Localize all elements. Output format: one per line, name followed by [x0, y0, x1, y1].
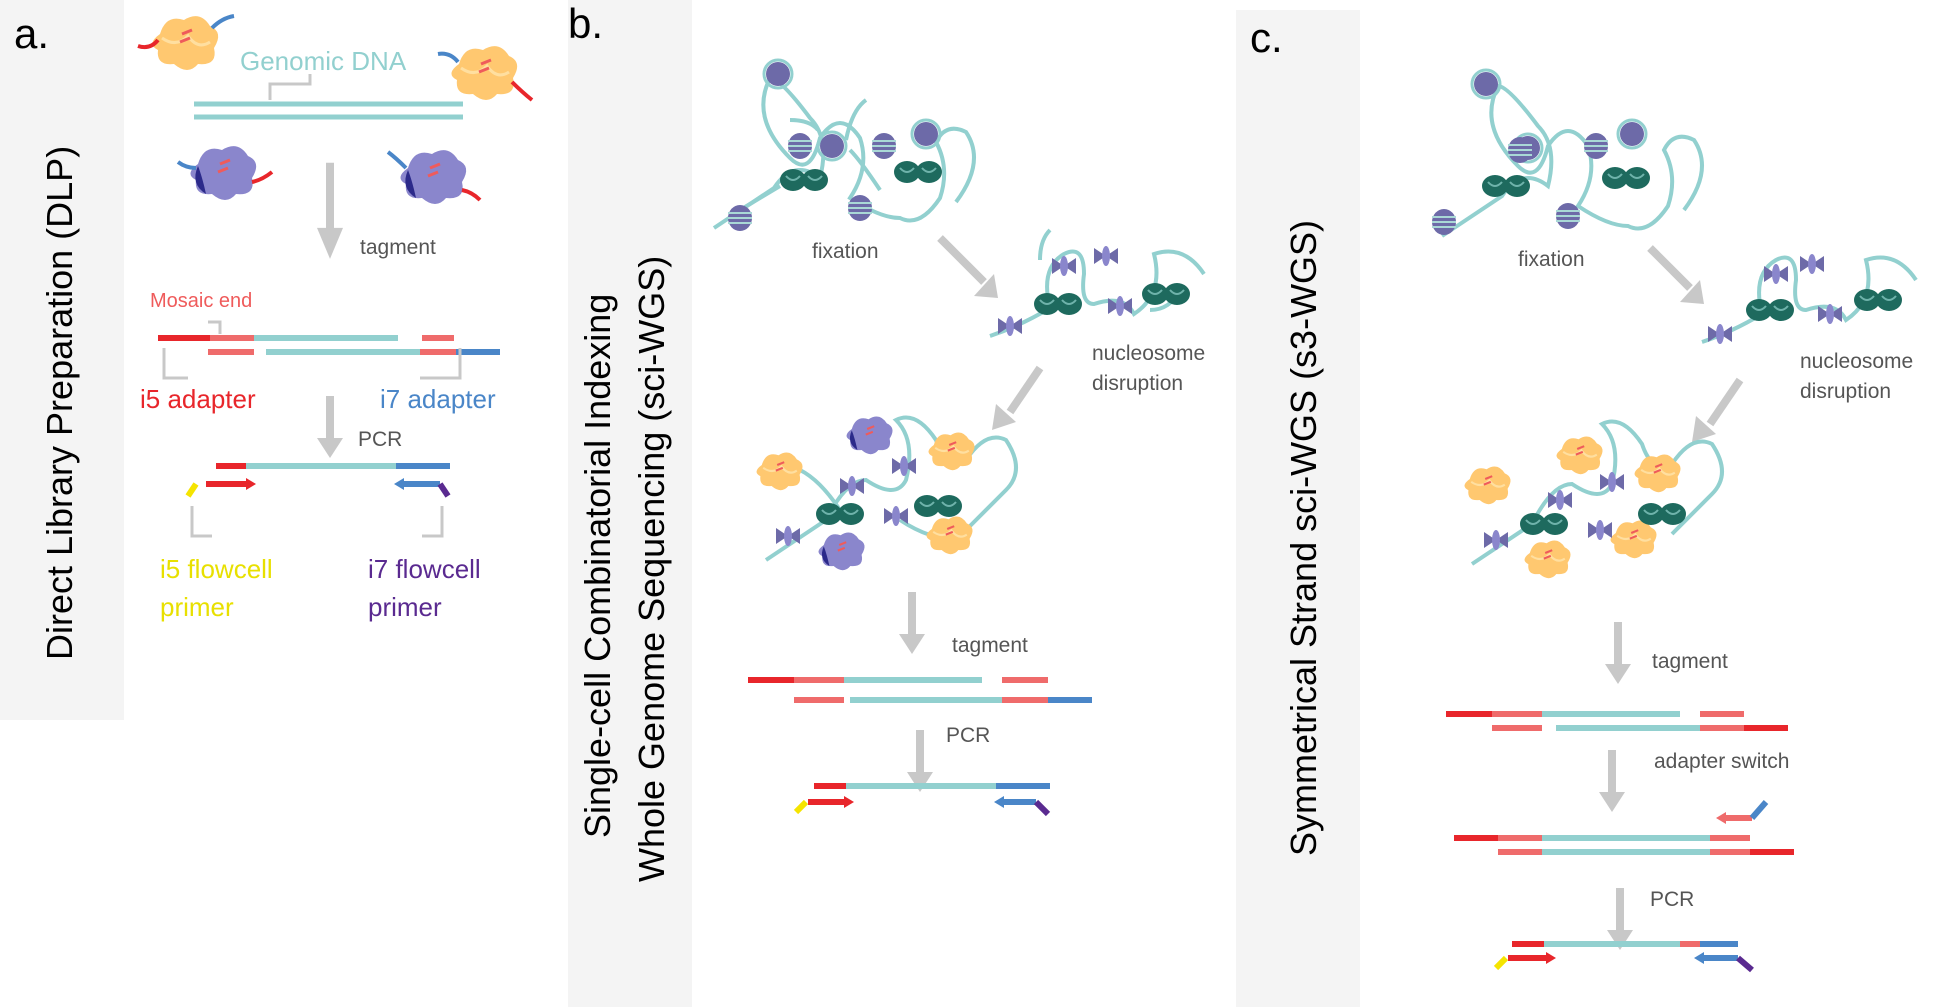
panel-c-adapter-switch-label: adapter switch	[1654, 750, 1790, 773]
panel-c-letter: c.	[1250, 14, 1283, 61]
panel-b-tagment-label: tagment	[952, 634, 1028, 657]
i5-flowcell-primer-label-2: primer	[160, 592, 234, 622]
panel-b-fixation-label: fixation	[812, 240, 879, 263]
i7-flowcell-primer-label-1: i7 flowcell	[368, 554, 481, 584]
panel-c-nucleosome-label-1: nucleosome	[1800, 350, 1914, 373]
panel-c-graphics	[1431, 68, 1918, 973]
panel-b-nucleosome-label-1: nucleosome	[1092, 342, 1206, 365]
panel-c-fixation-label: fixation	[1518, 248, 1585, 271]
panel-a-letter: a.	[14, 10, 50, 57]
panel-b-graphics	[712, 58, 1206, 817]
panel-b-letter: b.	[568, 0, 604, 47]
panel-c-nucleosome-label-2: disruption	[1800, 380, 1892, 403]
mosaic-end-label: Mosaic end	[150, 290, 253, 312]
i5-adapter-label: i5 adapter	[140, 384, 256, 414]
i7-adapter-label: i7 adapter	[380, 384, 496, 414]
i7-flowcell-primer-label-2: primer	[368, 592, 442, 622]
panel-a-background	[0, 0, 124, 720]
panel-c-tagment-label: tagment	[1652, 650, 1728, 673]
panel-b-pcr-label: PCR	[946, 724, 991, 747]
i5-flowcell-primer-label-1: i5 flowcell	[160, 554, 273, 584]
panel-a-pcr-label: PCR	[358, 428, 403, 451]
panel-c-background	[1236, 10, 1360, 1007]
panel-b-background	[568, 0, 692, 1007]
panel-c-pcr-label: PCR	[1650, 888, 1695, 911]
panel-a-tagment-label: tagment	[360, 236, 436, 259]
genomic-dna-label: Genomic DNA	[240, 46, 407, 76]
panel-a-graphics	[137, 14, 534, 538]
panel-b-nucleosome-label-2: disruption	[1092, 372, 1184, 395]
